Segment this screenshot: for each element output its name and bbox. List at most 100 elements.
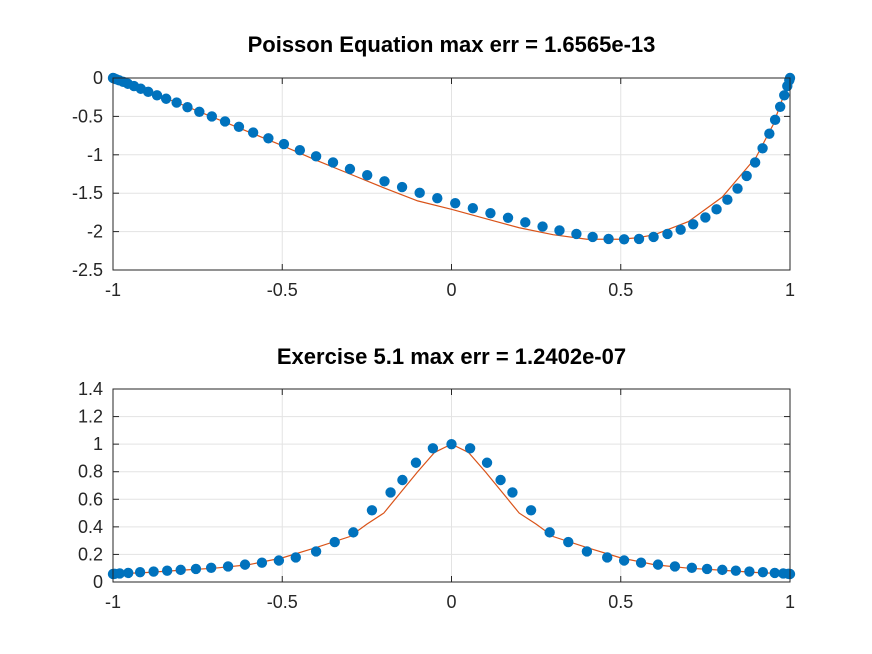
data-point [134, 567, 146, 578]
y-tick-label: -2.5 [72, 260, 103, 280]
data-point [114, 568, 125, 579]
y-tick-label: 0.8 [78, 462, 103, 482]
data-point [554, 225, 565, 236]
x-tick-label: -0.5 [267, 592, 298, 612]
data-point [446, 438, 457, 450]
data-point [700, 212, 711, 223]
y-tick-label: -0.5 [72, 106, 103, 126]
data-point [396, 181, 408, 193]
series-markers [107, 438, 796, 580]
y-tick-label: 1.4 [78, 379, 103, 399]
y-tick-label: 0.4 [78, 517, 103, 537]
series-markers [107, 72, 796, 245]
data-point [711, 204, 722, 215]
data-point [206, 111, 218, 122]
data-point [701, 563, 713, 575]
data-point [774, 101, 786, 113]
data-point [161, 565, 173, 576]
data-point [348, 527, 359, 538]
data-point [432, 192, 443, 204]
x-tick-label: 0 [446, 280, 456, 300]
data-point [397, 474, 408, 486]
data-point [757, 567, 769, 578]
chart-title: Exercise 5.1 max err = 1.2402e-07 [277, 344, 626, 369]
y-tick-label: 0 [93, 68, 103, 88]
data-point [602, 552, 613, 563]
data-point [190, 563, 202, 575]
y-tick-label: 0.6 [78, 489, 103, 509]
data-point [495, 474, 506, 486]
data-point [379, 176, 390, 187]
data-point [151, 90, 163, 101]
data-point [219, 116, 231, 127]
data-point [571, 228, 582, 240]
data-point [148, 566, 159, 577]
data-point [362, 169, 373, 181]
data-point [427, 443, 439, 454]
data-point [410, 457, 422, 468]
data-point [732, 183, 743, 194]
data-point [327, 157, 339, 168]
data-point [467, 202, 479, 214]
y-tick-label: 1 [93, 434, 103, 454]
data-point [464, 443, 476, 454]
data-point [142, 86, 154, 98]
data-point [687, 219, 699, 230]
data-point [769, 567, 780, 579]
data-point [717, 564, 728, 576]
data-point [310, 151, 322, 162]
data-point [686, 562, 698, 574]
chart-title: Poisson Equation max err = 1.6565e-13 [248, 32, 656, 57]
data-point [290, 552, 301, 563]
data-point [635, 557, 647, 568]
data-point [366, 505, 378, 516]
data-point [502, 212, 514, 223]
data-point [278, 138, 290, 150]
data-point [273, 555, 285, 566]
data-point [175, 564, 186, 576]
data-point [414, 187, 425, 199]
data-point [481, 457, 493, 468]
data-point [779, 90, 790, 101]
data-point [160, 93, 172, 104]
y-tick-label: -1 [87, 145, 103, 165]
data-point [310, 546, 322, 557]
data-point [563, 536, 574, 548]
x-tick-label: -1 [105, 592, 121, 612]
data-point [450, 197, 461, 209]
data-point [618, 555, 630, 566]
x-tick-label: -1 [105, 280, 121, 300]
data-point [263, 133, 274, 144]
data-point [618, 234, 630, 245]
x-tick-label: 0.5 [608, 592, 633, 612]
x-tick-label: 1 [785, 280, 795, 300]
data-point [581, 546, 593, 557]
data-point [233, 121, 245, 132]
data-point [764, 128, 775, 139]
data-point [757, 143, 768, 154]
data-point [675, 224, 686, 235]
data-point [603, 233, 614, 245]
y-tick-label: -2 [87, 222, 103, 242]
data-point [633, 233, 645, 245]
data-point [648, 231, 659, 243]
data-point [662, 228, 673, 240]
data-point [294, 144, 306, 156]
x-tick-label: 1 [785, 592, 795, 612]
data-point [329, 536, 340, 548]
subplot-2: -1 -0.5 0 0.5 1 0 0.2 0.4 0.6 0.8 1 1.2 1.4 Exercise … [78, 344, 796, 612]
y-tick-label: 0.2 [78, 544, 103, 564]
data-point [741, 170, 752, 182]
data-point [769, 114, 781, 126]
data-point [669, 561, 681, 572]
x-tick-label: -0.5 [267, 280, 298, 300]
data-point [520, 217, 531, 228]
data-point [194, 106, 205, 117]
x-tick-label: 0.5 [608, 280, 633, 300]
data-point [587, 231, 598, 243]
x-tick-label: 0 [446, 592, 456, 612]
data-point [722, 194, 733, 205]
data-point [222, 561, 234, 572]
data-point [205, 562, 217, 574]
